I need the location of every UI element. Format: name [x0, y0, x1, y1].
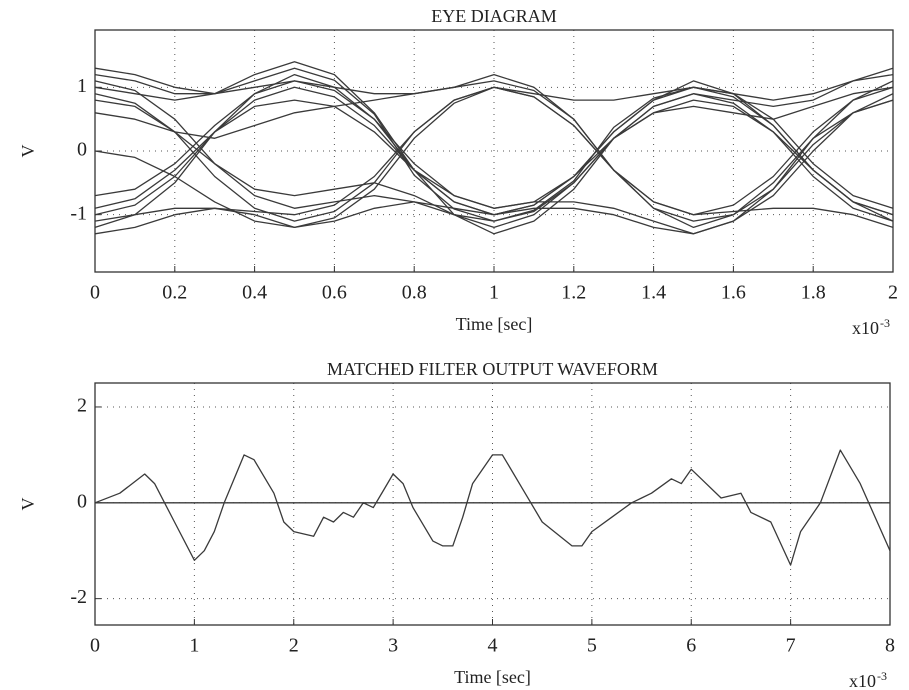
chart-title: EYE DIAGRAM — [431, 6, 557, 26]
y-tick-label: -2 — [70, 586, 87, 608]
data-line — [94, 86, 894, 222]
data-line — [94, 80, 894, 222]
plot-frame — [94, 382, 891, 626]
x-tick-label: 5 — [587, 635, 597, 657]
data-line — [94, 67, 894, 235]
x-tick-label: 1 — [489, 282, 499, 304]
x-tick-label: 0 — [90, 282, 100, 304]
x-tick-label: 3 — [388, 635, 398, 657]
x-scale-base: x10 — [849, 671, 876, 690]
y-tick-label: 0 — [77, 490, 87, 512]
data-line — [94, 86, 894, 235]
y-axis-label: V — [18, 498, 38, 511]
x-tick-label: 2 — [888, 282, 898, 304]
x-tick-label: 0.4 — [242, 282, 267, 304]
data-line — [94, 449, 891, 566]
x-tick-label: 0 — [90, 635, 100, 657]
x-tick-label: 6 — [686, 635, 696, 657]
data-line — [94, 61, 894, 235]
data-line — [94, 86, 894, 229]
x-axis-label: Time [sec] — [456, 314, 533, 334]
data-line — [94, 73, 894, 229]
x-axis-label: Time [sec] — [454, 667, 531, 687]
x-tick-label: 1.8 — [801, 282, 826, 304]
y-tick-label: 0 — [77, 139, 87, 161]
x-scale-exponent: -3 — [877, 669, 887, 683]
x-tick-label: 0.8 — [402, 282, 427, 304]
y-tick-label: -1 — [70, 202, 87, 224]
x-tick-label: 2 — [289, 635, 299, 657]
x-tick-label: 1 — [189, 635, 199, 657]
plot-frame — [94, 29, 894, 273]
x-tick-label: 1.4 — [641, 282, 666, 304]
x-tick-label: 1.2 — [561, 282, 586, 304]
y-axis-label: V — [18, 145, 38, 158]
x-scale-exponent: -3 — [880, 316, 890, 330]
x-tick-label: 8 — [885, 635, 895, 657]
y-tick-label: 1 — [77, 75, 87, 97]
data-line — [94, 86, 894, 229]
chart-title: MATCHED FILTER OUTPUT WAVEFORM — [327, 359, 658, 379]
data-line — [94, 73, 894, 222]
y-tick-label: 2 — [77, 395, 87, 417]
x-tick-label: 4 — [488, 635, 498, 657]
data-line — [94, 80, 894, 229]
x-tick-label: 0.2 — [162, 282, 187, 304]
x-tick-label: 7 — [786, 635, 796, 657]
x-scale-base: x10 — [852, 318, 879, 338]
x-tick-label: 1.6 — [721, 282, 746, 304]
x-tick-label: 0.6 — [322, 282, 347, 304]
